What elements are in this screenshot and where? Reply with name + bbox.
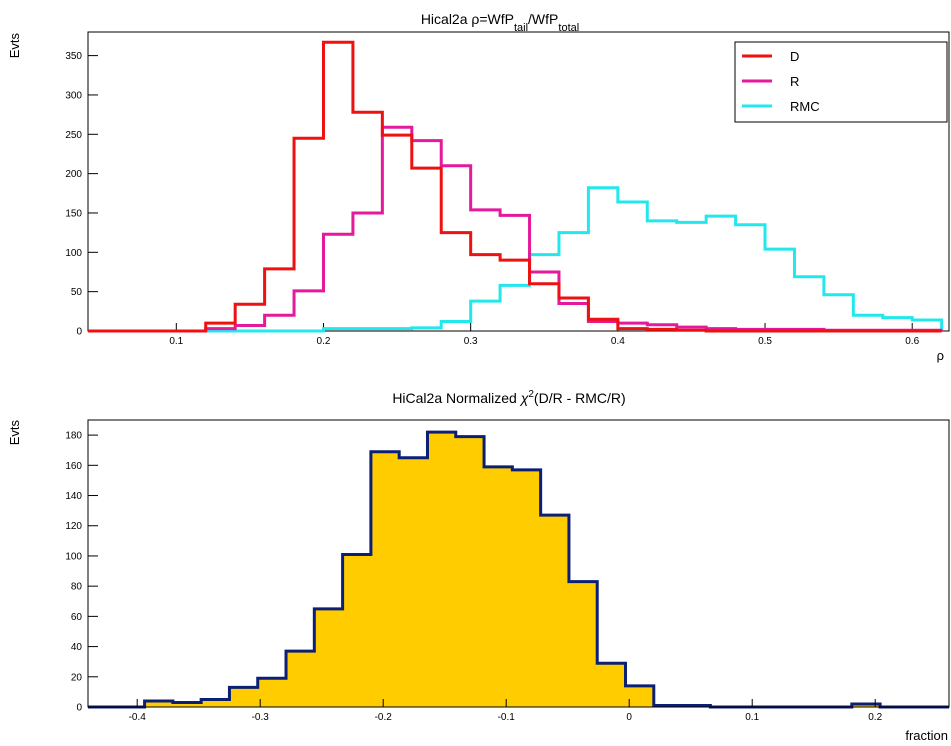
bottom-x-tick-label: 0.2 [868,712,882,723]
bottom-y-tick-label: 0 [76,703,82,714]
top-x-tick-label: 0.1 [169,336,183,347]
bottom-title: HiCal2a Normalized χ2(D/R - RMC/R) [392,389,625,406]
bottom-x-tick-label: -0.2 [375,712,393,723]
bottom-y-tick-label: 20 [71,672,83,683]
bottom-x-tick-label: -0.4 [129,712,147,723]
bottom-x-tick-label: -0.1 [498,712,516,723]
top-x-tick-label: 0.2 [317,336,331,347]
top-legend: D R RMC [734,41,948,123]
histogram-fill [88,432,949,707]
top-y-tick-label: 200 [65,169,82,180]
series-d-line [88,40,942,333]
series-rmc-line [88,186,944,333]
bottom-y-tick-label: 40 [71,642,83,653]
bottom-y-tick-label: 60 [71,612,83,623]
top-series [88,40,944,333]
top-title: Hical2a ρ=WfPtail/WfPtotal [421,11,579,34]
top-x-tick-label: 0.6 [905,336,919,347]
bottom-plot-frame [87,419,950,708]
top-y-tick-label: 50 [71,287,83,298]
legend-label-r: R [790,74,799,89]
legend-label-d: D [790,49,799,64]
bottom-y-tick-label: 160 [65,461,82,472]
bottom-y-tick-label: 140 [65,491,82,502]
top-ylabel: Evts [7,33,22,59]
bottom-y-tick-label: 80 [71,582,83,593]
top-plot-frame [87,31,950,332]
top-x-tick-label: 0.3 [464,336,478,347]
top-y-tick-label: 350 [65,51,82,62]
bottom-y-tick-label: 180 [65,431,82,442]
top-y-tick-label: 300 [65,90,82,101]
series-r-line [88,125,944,333]
top-y-tick-label: 250 [65,130,82,141]
top-x-ticks: 0.1 0.2 0.3 0.4 0.5 0.6 [169,323,920,347]
bottom-x-tick-label: -0.3 [252,712,270,723]
bottom-x-tick-label: 0.1 [745,712,759,723]
top-y-ticks: 0 50 100 150 200 250 300 350 [65,51,98,338]
bottom-x-ticks: -0.4 -0.3 -0.2 -0.1 0 0.1 0.2 [129,699,883,723]
bottom-histogram [88,430,949,709]
legend-label-rmc: RMC [790,99,820,114]
bottom-y-tick-label: 120 [65,521,82,532]
top-y-tick-label: 150 [65,208,82,219]
top-x-tick-label: 0.5 [758,336,772,347]
bottom-y-ticks: 0 20 40 60 80 100 120 140 160 180 [65,431,98,714]
bottom-xlabel: fraction [905,728,948,743]
top-y-tick-label: 0 [76,327,82,338]
top-y-tick-label: 100 [65,248,82,259]
bottom-y-tick-label: 100 [65,551,82,562]
bottom-ylabel: Evts [7,420,22,446]
top-panel: Hical2a ρ=WfPtail/WfPtotal Evts ρ 0.1 0.2… [7,11,950,363]
top-x-tick-label: 0.4 [611,336,625,347]
bottom-x-tick-label: 0 [626,712,632,723]
top-xlabel: ρ [937,348,944,363]
bottom-panel: HiCal2a Normalized χ2(D/R - RMC/R) Evts … [7,389,950,743]
